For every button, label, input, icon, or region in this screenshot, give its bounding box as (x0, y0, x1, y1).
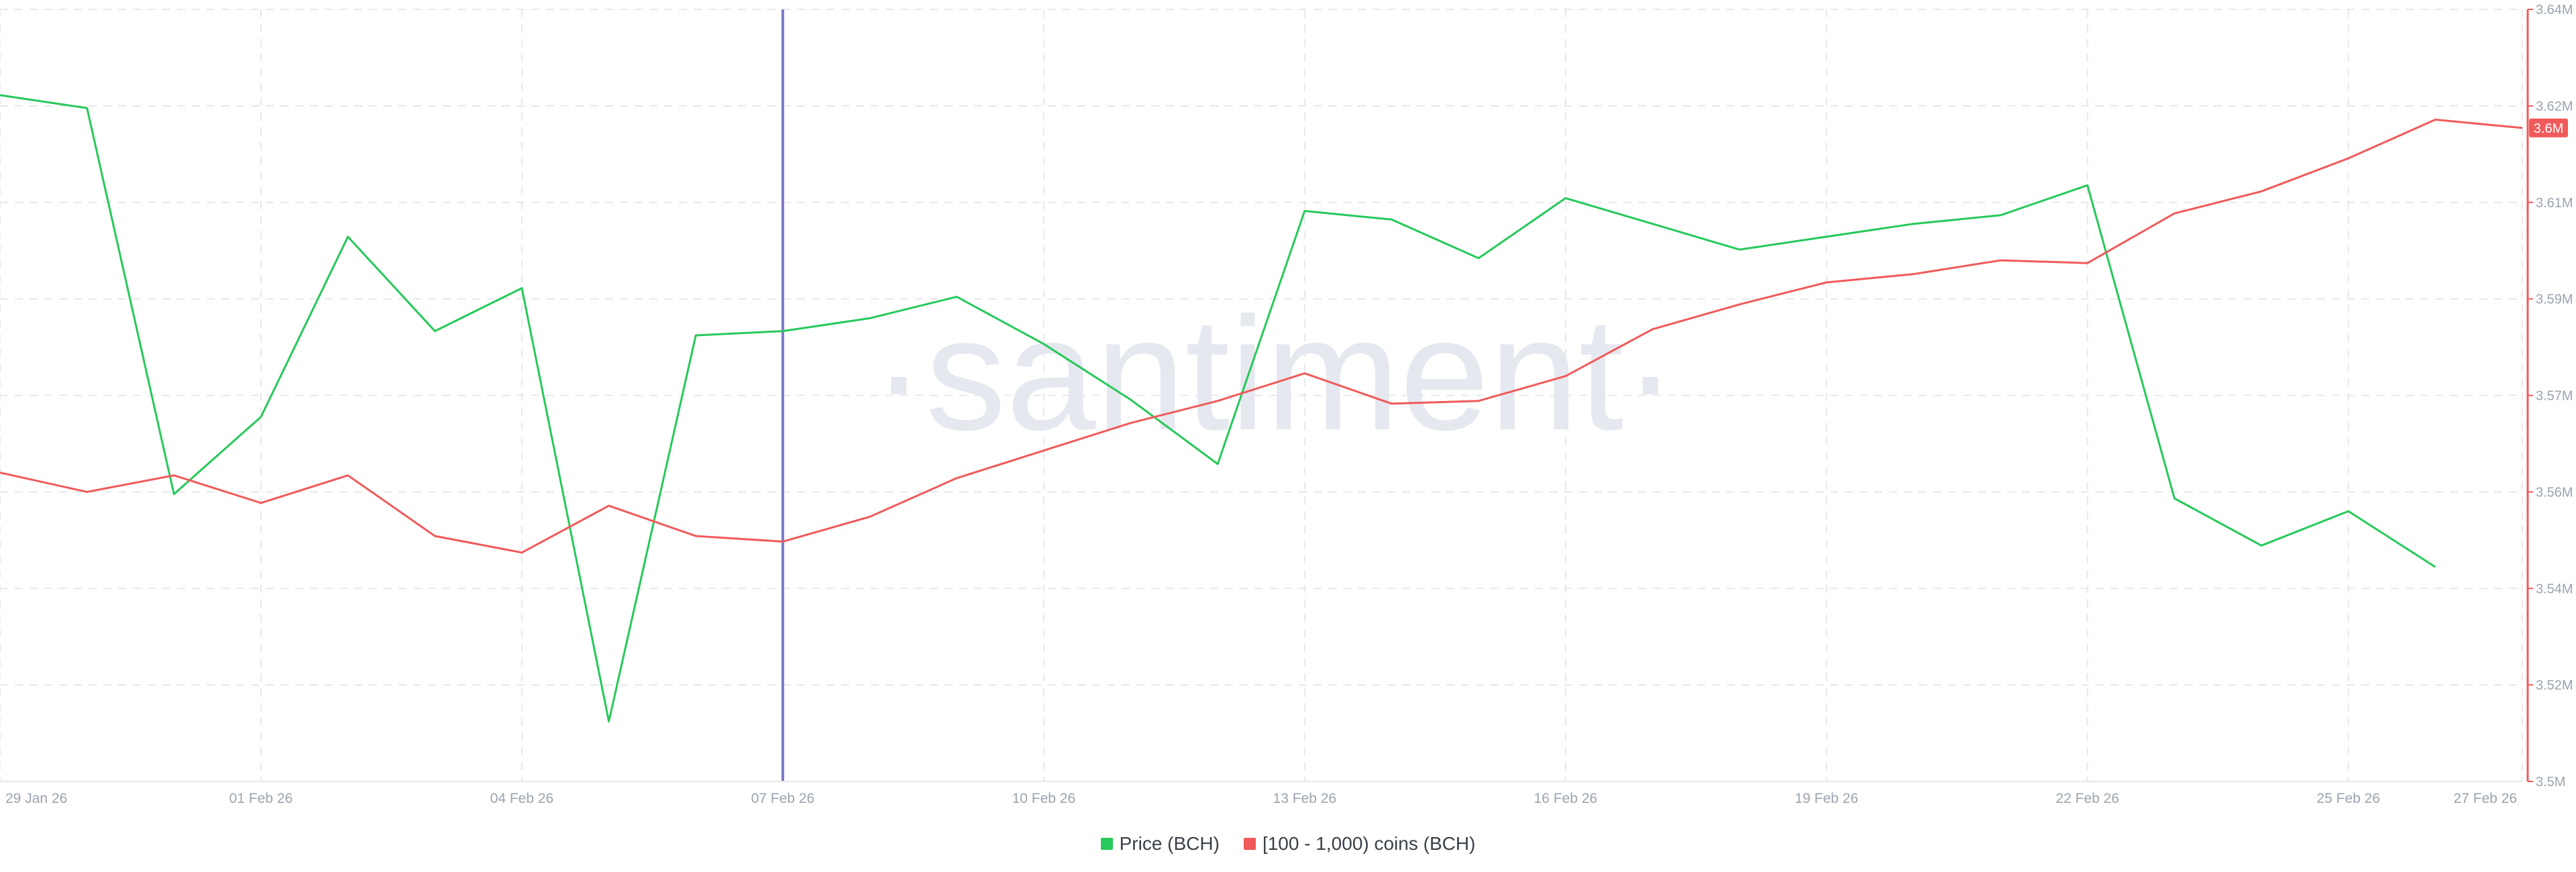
current-value-badge-bg (2529, 118, 2568, 138)
y-tick-label: 3.64M (2536, 3, 2573, 17)
watermark: ·santiment· (872, 284, 1677, 464)
legend: Price (BCH) [100 - 1,000) coins (BCH) (0, 830, 2576, 857)
current-value-badge: 3.6M (2529, 118, 2568, 138)
coins-line (0, 118, 2523, 554)
y-tick-label: 3.52M (2536, 678, 2573, 693)
legend-swatch-coins (1243, 838, 1256, 850)
x-tick-label: 22 Feb 26 (2055, 791, 2119, 806)
legend-label-price: Price (BCH) (1119, 833, 1220, 854)
x-tick-label: 01 Feb 26 (229, 791, 293, 806)
y-tick-label: 3.5M (2536, 775, 2565, 789)
x-tick-label: 25 Feb 26 (2316, 791, 2380, 806)
price-line (0, 94, 2436, 722)
y-tick-label: 3.57M (2536, 389, 2573, 404)
axes: 29 Jan 26 01 Feb 26 04 Feb 26 07 Feb 26 10 F… (0, 3, 2573, 806)
y-tick-label: 3.62M (2536, 99, 2573, 114)
series-layer (0, 94, 2523, 722)
legend-item-coins[interactable]: [100 - 1,000) coins (BCH) (1243, 833, 1476, 855)
legend-swatch-price (1100, 838, 1113, 850)
x-tick-label: 04 Feb 26 (490, 791, 554, 806)
y-tick-label: 3.61M (2536, 196, 2573, 211)
x-tick-label: 07 Feb 26 (751, 791, 815, 806)
y-tick-label: 3.54M (2536, 582, 2573, 596)
legend-item-price[interactable]: Price (BCH) (1100, 833, 1220, 855)
x-tick-label: 29 Jan 26 (5, 791, 67, 806)
y-tick-label: 3.56M (2536, 485, 2573, 500)
current-value-label: 3.6M (2534, 121, 2563, 136)
x-tick-label: 19 Feb 26 (1794, 791, 1858, 806)
x-tick-label: 27 Feb 26 (2453, 791, 2517, 806)
x-tick-label: 10 Feb 26 (1012, 791, 1076, 806)
y-tick-label: 3.59M (2536, 292, 2573, 307)
legend-label-coins: [100 - 1,000) coins (BCH) (1262, 833, 1476, 854)
x-tick-label: 13 Feb 26 (1273, 791, 1337, 806)
x-tick-label: 16 Feb 26 (1534, 791, 1598, 806)
